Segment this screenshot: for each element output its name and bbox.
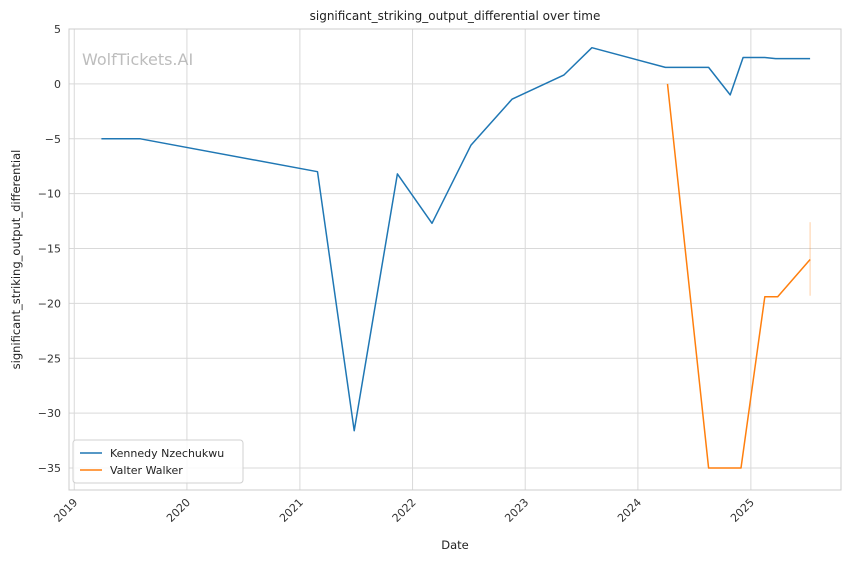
legend-label: Valter Walker [110,464,183,477]
series-layer [101,46,811,469]
series-line-2 [666,83,811,469]
y-tick-label: −15 [38,243,61,256]
y-tick-label: −10 [38,188,61,201]
y-tick-label: −35 [38,462,61,475]
y-tick-label: −20 [38,297,61,310]
y-tick-label: −30 [38,407,61,420]
y-tick-label: −5 [45,133,61,146]
watermark: WolfTickets.AI [82,50,193,69]
y-tick-label: −25 [38,352,61,365]
series-line-1 [101,46,811,432]
legend-box [72,439,244,484]
y-ticks: 5 0 −5 −10 −15 −20 −25 −30 −35 [38,23,61,475]
y-tick-label: 5 [54,23,61,36]
legend-label: Kennedy Nzechukwu [110,447,224,460]
x-axis-label: Date [441,538,469,552]
plot-frame [68,28,842,491]
legend: Kennedy Nzechukwu Valter Walker [72,439,244,484]
chart-title: significant_striking_output_differential… [310,9,601,23]
y-tick-label: 0 [54,78,61,91]
y-axis-label: significant_striking_output_differential [9,150,23,370]
